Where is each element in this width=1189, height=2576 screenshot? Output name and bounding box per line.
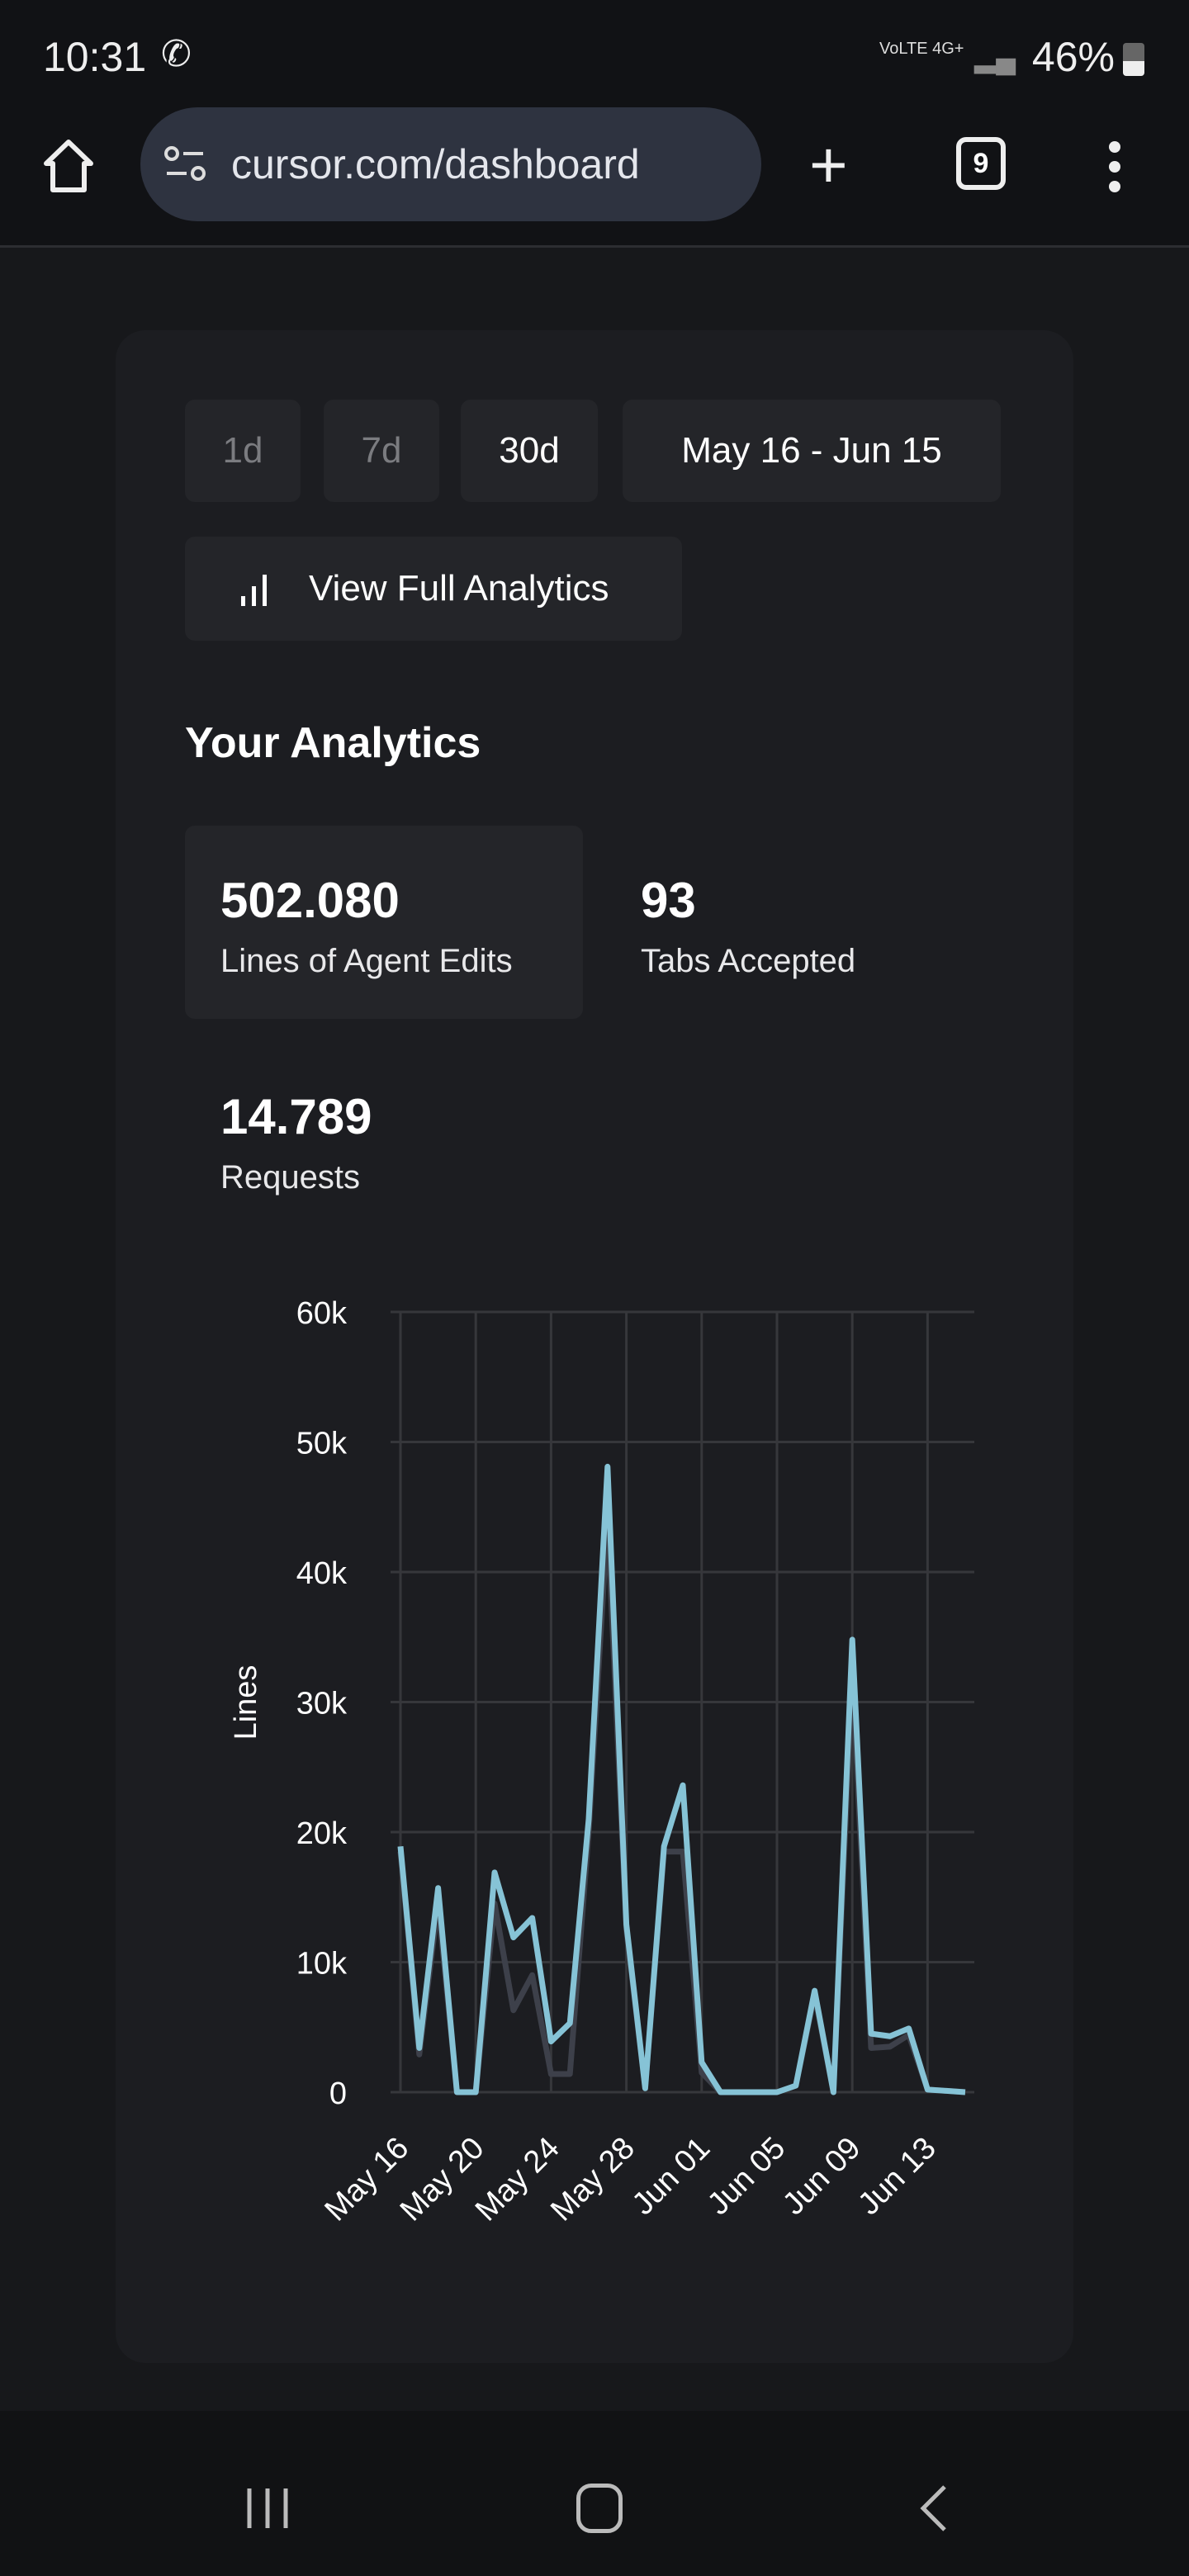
back-icon[interactable] xyxy=(917,2484,950,2533)
analytics-card xyxy=(116,330,1073,2363)
x-tick-label: May 28 xyxy=(544,2131,642,2228)
y-tick-label: 60k xyxy=(296,1296,348,1331)
status-bar: 10:31 ✆ VoLTE 4G+ ▂▄ 46% xyxy=(0,0,1189,107)
stat-value: 14.789 xyxy=(220,1089,372,1144)
stat-label: Lines of Agent Edits xyxy=(220,943,513,979)
y-axis-label: Lines xyxy=(229,1665,263,1740)
status-time: 10:31 xyxy=(43,34,147,80)
y-tick-label: 30k xyxy=(296,1687,348,1721)
filter-7d[interactable]: 7d xyxy=(324,400,439,502)
stat-value: 93 xyxy=(641,873,696,928)
y-tick-label: 40k xyxy=(296,1556,348,1591)
tab-switcher-button[interactable]: 9 xyxy=(956,137,1006,190)
view-full-analytics-button[interactable]: View Full Analytics xyxy=(185,537,682,641)
x-tick-label: May 16 xyxy=(319,2131,416,2228)
network-indicator: VoLTE 4G+ xyxy=(879,40,964,58)
url-text: cursor.com/dashboard xyxy=(231,141,640,187)
whatsapp-icon: ✆ xyxy=(161,34,192,74)
x-tick-label: May 20 xyxy=(394,2131,491,2228)
stat-label: Tabs Accepted xyxy=(641,943,856,979)
system-nav-bar xyxy=(0,2411,1189,2576)
y-tick-label: 10k xyxy=(296,1947,348,1982)
chart-grid xyxy=(391,1310,974,2094)
new-tab-icon[interactable]: + xyxy=(809,128,848,201)
filter-30d[interactable]: 30d xyxy=(461,400,598,502)
view-full-analytics-label: View Full Analytics xyxy=(309,568,609,608)
stat-card-agent-edits xyxy=(185,826,583,1019)
address-bar[interactable]: cursor.com/dashboard xyxy=(140,107,761,221)
x-tick-label: Jun 09 xyxy=(776,2131,867,2222)
section-title: Your Analytics xyxy=(185,719,481,767)
bar-chart-icon xyxy=(239,573,269,606)
home-nav-icon[interactable] xyxy=(576,2484,623,2533)
browser-toolbar: cursor.com/dashboard + 9 xyxy=(0,107,1189,248)
site-settings-icon[interactable] xyxy=(162,144,208,185)
filter-1d[interactable]: 1d xyxy=(185,400,301,502)
x-tick-label: Jun 05 xyxy=(701,2131,792,2222)
stat-value: 502.080 xyxy=(220,873,400,928)
battery-icon xyxy=(1123,43,1144,76)
signal-icon: ▂▄ xyxy=(974,42,1016,73)
x-tick-label: May 24 xyxy=(469,2131,566,2228)
home-icon[interactable] xyxy=(41,137,96,195)
x-tick-label: Jun 13 xyxy=(851,2131,942,2222)
line-series-1 xyxy=(397,1463,966,2095)
recent-apps-icon[interactable] xyxy=(244,2487,291,2530)
y-tick-label: 0 xyxy=(329,2076,347,2111)
battery-level: 46% xyxy=(1031,34,1115,80)
stat-label: Requests xyxy=(220,1159,360,1196)
y-tick-label: 20k xyxy=(296,1816,348,1851)
y-tick-label: 50k xyxy=(296,1427,348,1461)
y-axis-ticks: 0 10k 20k 30k 40k 50k 60k xyxy=(296,1296,348,2111)
more-menu-icon[interactable] xyxy=(1106,140,1123,193)
chart-lines xyxy=(397,1463,966,2095)
x-tick-label: Jun 01 xyxy=(626,2131,717,2222)
date-range-picker[interactable]: May 16 - Jun 15 xyxy=(623,400,1001,502)
